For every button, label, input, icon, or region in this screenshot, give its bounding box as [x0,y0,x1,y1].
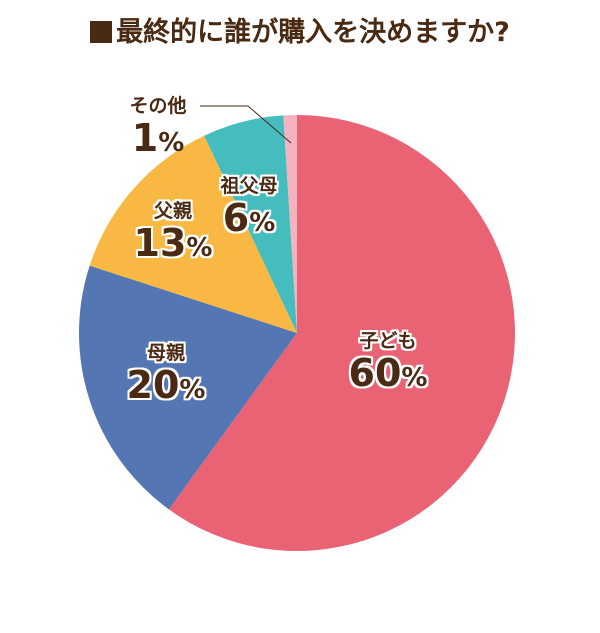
label-name: 父親 [153,200,193,222]
label-name: 母親 [146,342,186,364]
slice-grandparents [204,115,297,333]
leader-line-other [200,105,292,144]
label-name: その他 [129,95,187,117]
square-bullet-icon [90,21,113,43]
label-other: その他 1% [129,95,186,164]
slice-children [168,115,516,551]
chart-title: 最終的に誰が購入を決めますか? [0,10,600,49]
label-value: 20% [126,363,206,407]
slice-father [89,135,297,333]
label-father: 父親 13% [134,200,213,269]
slice-mother [78,265,297,510]
label-name: 祖父母 [220,175,278,197]
label-mother: 母親 20% [127,342,206,411]
label-name: 子ども [359,330,417,352]
slice-other [283,115,297,333]
label-value: 60% [348,351,428,395]
label-children: 子ども 60% [349,330,428,399]
label-value: 6% [222,196,276,240]
label-value: 13% [133,221,213,265]
chart-title-text: 最終的に誰が購入を決めますか? [116,17,510,48]
label-value: 1% [131,116,185,160]
label-grandparents: 祖父母 6% [220,175,277,244]
